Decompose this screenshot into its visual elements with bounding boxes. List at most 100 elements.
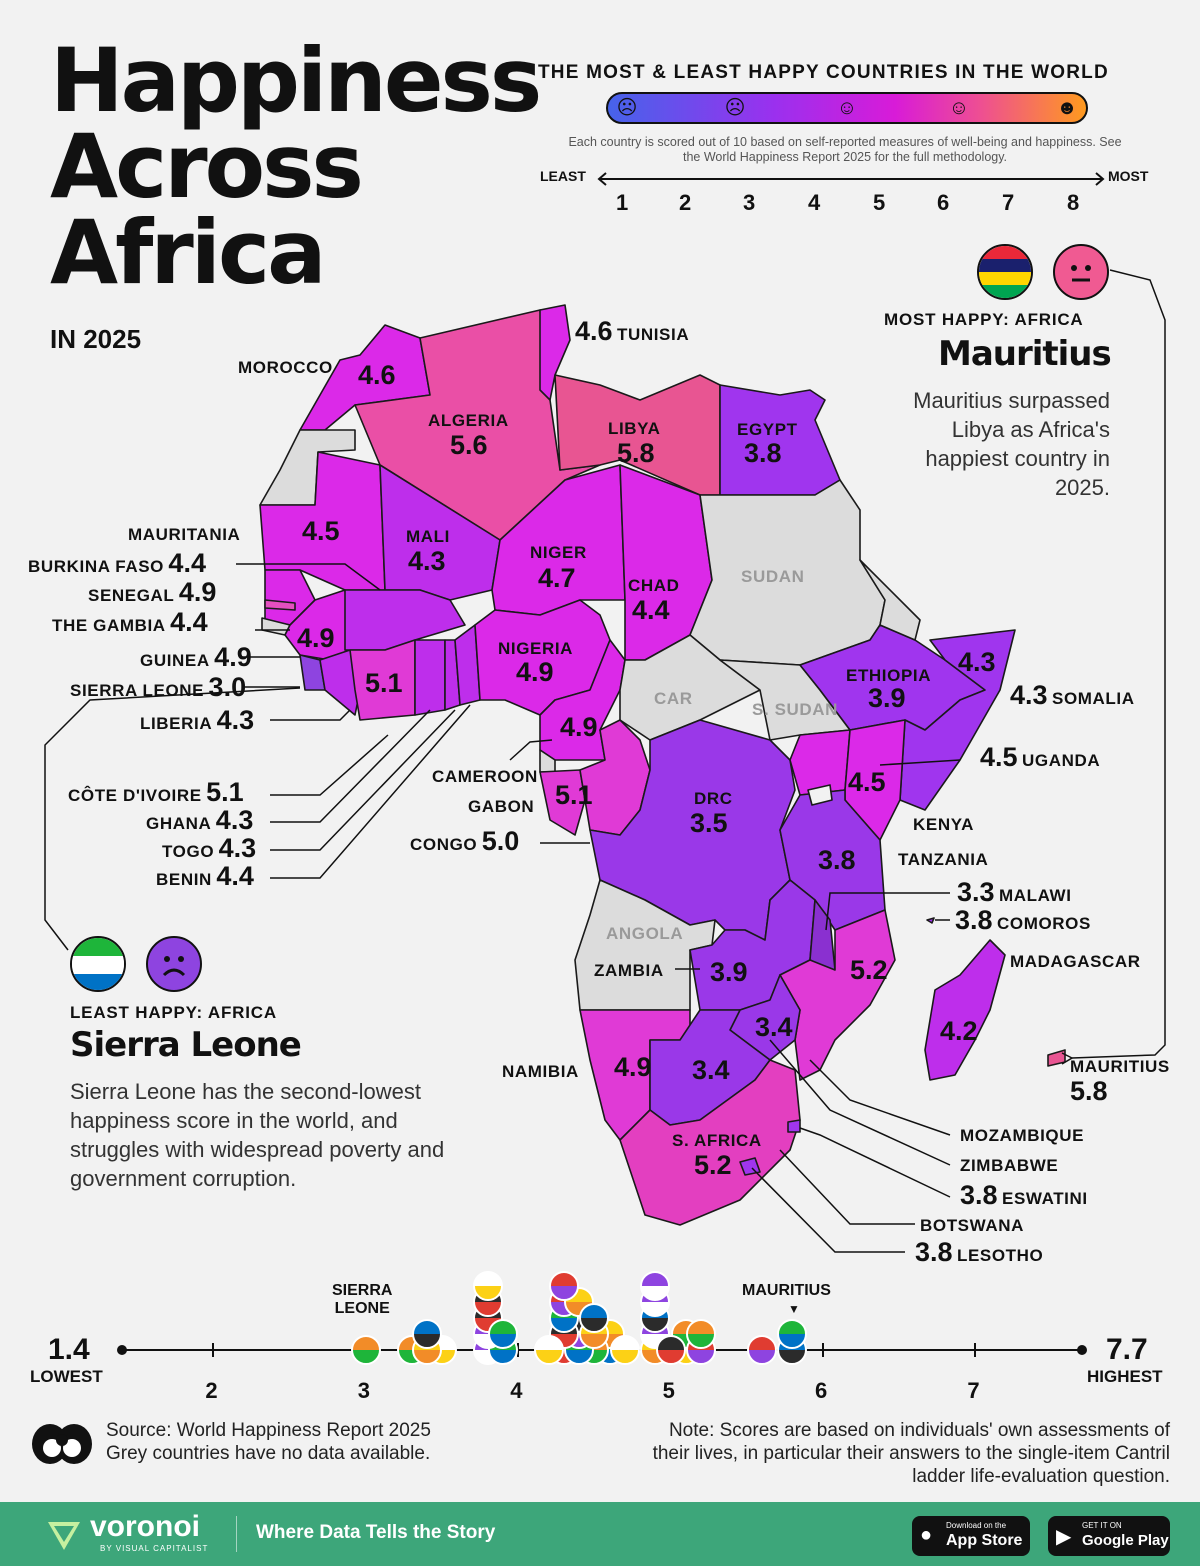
label-south-africa: S. AFRICA	[672, 1131, 762, 1150]
axis-min-value: 1.4	[48, 1333, 90, 1366]
score-mauritius: 5.8	[1070, 1076, 1108, 1106]
subtitle: IN 2025	[50, 324, 142, 354]
score-somalia-map: 4.3	[958, 647, 996, 677]
score-libya: 5.8	[617, 438, 655, 468]
score-south-africa: 5.2	[694, 1150, 732, 1180]
sierra-leone-flag-icon	[70, 936, 126, 992]
methodology-note: Note: Scores are based on individuals' o…	[652, 1420, 1170, 1487]
axis-max-label: HIGHEST	[1087, 1367, 1163, 1386]
annotation-liberia: LIBERIA 4.3	[140, 705, 255, 735]
score-guinea-map: 4.9	[297, 623, 335, 653]
score-kenya: 4.5	[848, 767, 886, 797]
scale-6: 6	[937, 190, 950, 215]
axis-min-label: LOWEST	[30, 1367, 103, 1386]
legend-color-scale: ☹ ☹ ☺ ☺ ☻	[606, 92, 1088, 124]
region-comoros	[926, 917, 935, 924]
sad-face-icon: ☹	[724, 97, 746, 119]
score-egypt: 3.8	[744, 438, 782, 468]
scale-4: 4	[808, 190, 821, 215]
app-store-small: Download on the	[946, 1521, 1007, 1530]
label-tanzania: TANZANIA	[898, 850, 989, 869]
neutral-face-icon	[1053, 244, 1109, 300]
label-nigeria: NIGERIA	[498, 639, 574, 658]
app-store-big: App Store	[946, 1532, 1023, 1549]
country-dot-kenya	[579, 1303, 610, 1333]
label-sudan: SUDAN	[741, 567, 805, 586]
axis-max-dot	[1077, 1345, 1087, 1355]
label-mauritius: MAURITIUS	[1070, 1057, 1170, 1076]
label-morocco: MOROCCO	[238, 358, 333, 377]
annotation-uganda: 4.5 UGANDA	[980, 742, 1101, 772]
score-botswana: 3.4	[692, 1055, 730, 1085]
brand-sub: BY VISUAL CAPITALIST	[100, 1544, 209, 1553]
annotation-togo: TOGO 4.3	[162, 833, 257, 863]
axis-tick-label: 4	[510, 1378, 523, 1403]
score-ethiopia: 3.9	[868, 683, 906, 713]
marker-sierra-leone: SIERRA LEONE	[332, 1282, 393, 1317]
footer-tagline: Where Data Tells the Story	[256, 1522, 496, 1543]
axis-tick-label: 5	[662, 1378, 675, 1403]
mauritius-flag-icon	[977, 244, 1033, 300]
label-namibia: NAMIBIA	[502, 1062, 579, 1081]
region-uganda	[789, 729, 851, 796]
source-line-1: Source: World Happiness Report 2025	[106, 1420, 431, 1441]
annotation-guinea: GUINEA 4.9	[140, 642, 252, 672]
source-line-2: Grey countries have no data available.	[106, 1443, 431, 1464]
scale-5: 5	[873, 190, 886, 215]
country-dot-niger	[609, 1335, 640, 1365]
region-mozambique	[779, 909, 896, 1081]
score-cameroon: 4.9	[560, 712, 598, 742]
google-play-button[interactable]: ▶ GET IT ON Google Play	[1048, 1516, 1170, 1556]
scale-2: 2	[679, 190, 692, 215]
label-gabon: GABON	[468, 797, 535, 816]
country-dot-algeria	[747, 1335, 777, 1365]
region-car	[619, 634, 761, 741]
legend-heading: THE MOST & LEAST HAPPY COUNTRIES IN THE …	[538, 62, 1109, 83]
score-niger: 4.7	[538, 563, 576, 593]
region-madagascar	[924, 939, 1006, 1081]
score-mauritania: 4.5	[302, 516, 340, 546]
annotation-benin: BENIN 4.4	[156, 861, 254, 891]
axis-min-dot	[117, 1345, 127, 1355]
region-eswatini	[787, 1119, 801, 1133]
title-line-2: Across	[50, 115, 364, 218]
laugh-face-icon: ☻	[1056, 97, 1078, 119]
label-egypt: EGYPT	[737, 420, 798, 439]
axis-tick	[212, 1343, 215, 1357]
legend-direction: LEAST MOST	[540, 168, 1160, 188]
title-line-1: Happiness	[50, 29, 542, 132]
country-dot-somalia	[548, 1271, 579, 1301]
title-line-3: Africa	[50, 201, 326, 304]
most-happy-label: MOST HAPPY: AFRICA	[884, 310, 1084, 329]
region-gambia	[264, 599, 296, 611]
least-happy-text: Sierra Leone has the second-lowest happi…	[70, 1079, 445, 1191]
most-happy-country: Mauritius	[938, 334, 1112, 374]
footer-divider	[236, 1516, 237, 1552]
label-mozambique: MOZAMBIQUE	[960, 1126, 1085, 1145]
score-zambia: 3.9	[710, 957, 748, 987]
score-gabon: 5.1	[555, 780, 593, 810]
apple-icon: ●	[920, 1524, 933, 1546]
score-morocco: 4.6	[358, 360, 396, 390]
least-happy-label: LEAST HAPPY: AFRICA	[70, 1003, 277, 1022]
annotation-congo: CONGO 5.0	[410, 826, 520, 856]
voronoi-logo-icon	[32, 1424, 92, 1464]
lake-victoria	[807, 784, 833, 806]
score-zimbabwe: 3.4	[755, 1012, 793, 1042]
annotation-lesotho: 3.8 LESOTHO	[915, 1237, 1044, 1267]
scale-8: 8	[1067, 190, 1080, 215]
sad-face-icon	[146, 936, 202, 992]
app-store-button[interactable]: ● Download on the App Store	[912, 1516, 1030, 1556]
label-mali: MALI	[406, 527, 450, 546]
country-dot-s-africa	[686, 1319, 717, 1349]
axis-tick-label: 7	[967, 1378, 980, 1403]
marker-arrow-icon: ▼	[788, 1302, 800, 1316]
brand-name: voronoi	[90, 1510, 200, 1543]
axis-tick-label: 3	[357, 1378, 371, 1403]
axis-tick-label: 2	[205, 1378, 218, 1403]
scale-1: 1	[616, 190, 629, 215]
play-icon: ▶	[1056, 1526, 1072, 1548]
scale-7: 7	[1002, 190, 1015, 215]
score-mali: 4.3	[408, 546, 446, 576]
africa-map	[44, 269, 1166, 1253]
